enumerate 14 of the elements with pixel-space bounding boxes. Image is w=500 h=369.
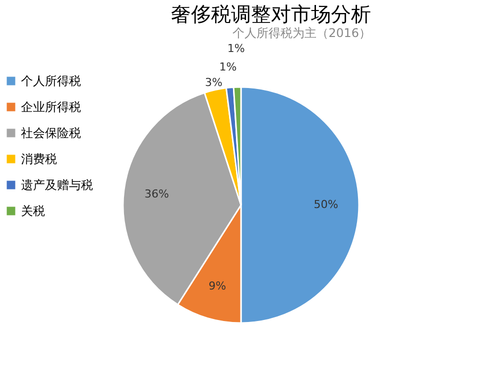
data-label: 9% xyxy=(208,280,226,293)
data-label: 36% xyxy=(144,187,169,200)
data-label: 1% xyxy=(227,42,245,56)
legend-label: 社会保险税 xyxy=(21,126,81,140)
legend-label: 个人所得税 xyxy=(21,74,81,88)
legend-label: 遗产及赠与税 xyxy=(21,178,93,192)
legend-label: 关税 xyxy=(21,204,45,218)
chart-title: 奢侈税调整对市场分析 xyxy=(171,2,371,26)
chart-subtitle: 个人所得税为主（2016） xyxy=(232,26,371,40)
data-label: 50% xyxy=(314,198,338,211)
data-label: 3% xyxy=(205,76,222,90)
legend-label: 企业所得税 xyxy=(21,100,81,114)
legend-label: 消费税 xyxy=(21,152,57,166)
data-label: 1% xyxy=(219,60,237,74)
